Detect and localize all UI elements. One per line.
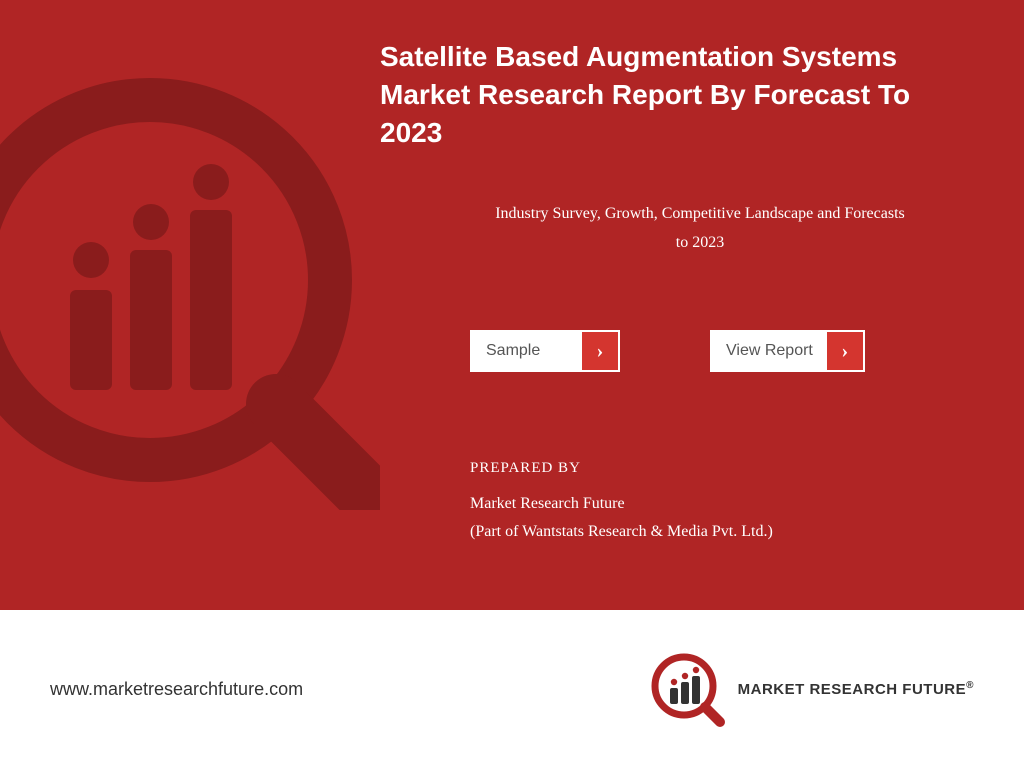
button-row: Sample › View Report › — [470, 330, 865, 372]
chevron-right-icon: › — [827, 332, 863, 370]
prepared-by-label: PREPARED BY — [470, 460, 773, 477]
page-subtitle: Industry Survey, Growth, Competitive Lan… — [490, 200, 910, 258]
sample-button[interactable]: Sample › — [470, 330, 620, 372]
sample-button-label: Sample — [472, 332, 582, 370]
page-title: Satellite Based Augmentation Systems Mar… — [380, 38, 980, 151]
chevron-right-icon: › — [582, 332, 618, 370]
footer: www.marketresearchfuture.com MARKET RESE… — [0, 610, 1024, 768]
hero-section: Satellite Based Augmentation Systems Mar… — [0, 0, 1024, 610]
footer-brand-text: MARKET RESEARCH FUTURE® — [738, 680, 974, 698]
website-url: www.marketresearchfuture.com — [50, 679, 303, 700]
brand-logo-icon — [648, 650, 726, 728]
prepared-by-sub: (Part of Wantstats Research & Media Pvt.… — [470, 523, 773, 541]
registered-mark: ® — [966, 680, 974, 691]
brand-logo-background — [0, 50, 380, 510]
footer-logo: MARKET RESEARCH FUTURE® — [648, 650, 974, 728]
view-report-button[interactable]: View Report › — [710, 330, 865, 372]
prepared-by-block: PREPARED BY Market Research Future (Part… — [470, 460, 773, 541]
footer-brand-name: MARKET RESEARCH FUTURE — [738, 681, 967, 698]
prepared-by-name: Market Research Future — [470, 495, 773, 513]
view-report-button-label: View Report — [712, 332, 827, 370]
